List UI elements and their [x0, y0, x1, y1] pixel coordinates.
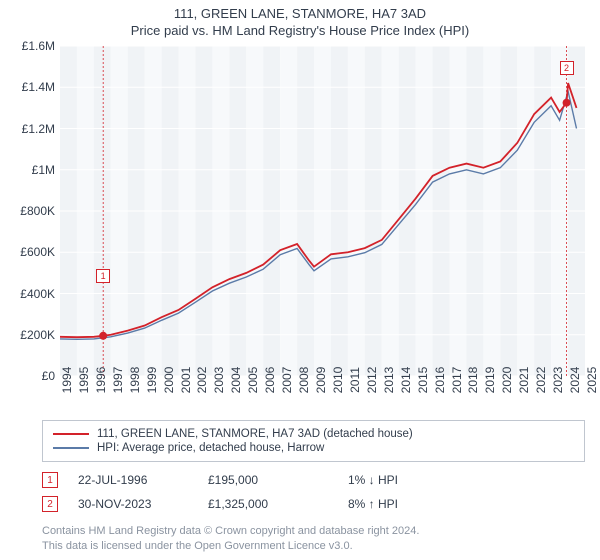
x-axis-label: 2013: [382, 367, 396, 394]
x-axis-label: 2005: [246, 367, 260, 394]
legend-label: 111, GREEN LANE, STANMORE, HA7 3AD (deta…: [97, 428, 413, 440]
table-row: 2 30-NOV-2023 £1,325,000 8% ↑ HPI: [42, 492, 585, 516]
x-axis-label: 2012: [365, 367, 379, 394]
chart-title: 111, GREEN LANE, STANMORE, HA7 3AD: [0, 0, 600, 21]
transaction-hpi-delta: 8% ↑ HPI: [348, 497, 468, 511]
legend-swatch: [53, 447, 89, 449]
x-axis-label: 2008: [297, 367, 311, 394]
x-axis-label: 2022: [534, 367, 548, 394]
x-axis-label: 2024: [568, 367, 582, 394]
x-axis-label: 1994: [60, 367, 74, 394]
x-axis-label: 2018: [466, 367, 480, 394]
x-axis-label: 2006: [263, 367, 277, 394]
y-axis-label: £1.6M: [22, 39, 55, 53]
x-axis-label: 1999: [145, 367, 159, 394]
x-axis-label: 2009: [314, 367, 328, 394]
x-axis-label: 2016: [433, 367, 447, 394]
footer-line: This data is licensed under the Open Gov…: [42, 539, 585, 554]
x-axis-label: 1996: [94, 367, 108, 394]
chart-plot-area: £0£200K£400K£600K£800K£1M£1.2M£1.4M£1.6M…: [60, 46, 585, 376]
y-axis-label: £1.4M: [22, 80, 55, 94]
legend: 111, GREEN LANE, STANMORE, HA7 3AD (deta…: [42, 420, 585, 462]
x-axis-label: 2011: [348, 367, 362, 393]
y-axis-label: £600K: [20, 245, 55, 259]
marker-badge: 1: [42, 472, 58, 488]
footer-attribution: Contains HM Land Registry data © Crown c…: [42, 524, 585, 554]
x-axis-label: 2015: [416, 367, 430, 394]
transaction-hpi-delta: 1% ↓ HPI: [348, 473, 468, 487]
x-axis-label: 2004: [229, 367, 243, 394]
x-axis-label: 2017: [450, 367, 464, 394]
x-axis-label: 1998: [128, 367, 142, 394]
footer-line: Contains HM Land Registry data © Crown c…: [42, 524, 585, 539]
x-axis-label: 2019: [483, 367, 497, 394]
x-axis-label: 1997: [111, 367, 125, 394]
y-axis-label: £1M: [32, 163, 55, 177]
chart-subtitle: Price paid vs. HM Land Registry's House …: [0, 21, 600, 46]
chart-marker-badge: 1: [96, 269, 110, 283]
transaction-table: 1 22-JUL-1996 £195,000 1% ↓ HPI 2 30-NOV…: [42, 468, 585, 516]
x-axis-label: 2025: [585, 367, 599, 394]
x-axis-label: 1995: [77, 367, 91, 394]
x-axis: 1994199519961997199819992000200120022003…: [60, 376, 585, 416]
x-axis-label: 2003: [212, 367, 226, 394]
y-axis-label: £800K: [20, 204, 55, 218]
legend-item: 111, GREEN LANE, STANMORE, HA7 3AD (deta…: [53, 427, 574, 441]
transaction-price: £195,000: [208, 473, 348, 487]
x-axis-label: 2007: [280, 367, 294, 394]
x-axis-label: 2023: [551, 367, 565, 394]
y-axis: £0£200K£400K£600K£800K£1M£1.2M£1.4M£1.6M: [5, 46, 55, 376]
x-axis-label: 2020: [500, 367, 514, 394]
chart-marker-badge: 2: [560, 61, 574, 75]
legend-item: HPI: Average price, detached house, Harr…: [53, 441, 574, 455]
y-axis-label: £400K: [20, 287, 55, 301]
y-axis-label: £1.2M: [22, 122, 55, 136]
x-axis-label: 2000: [162, 367, 176, 394]
marker-badge: 2: [42, 496, 58, 512]
x-axis-label: 2014: [399, 367, 413, 394]
chart-container: 111, GREEN LANE, STANMORE, HA7 3AD Price…: [0, 0, 600, 560]
y-axis-label: £0: [42, 369, 55, 383]
transaction-price: £1,325,000: [208, 497, 348, 511]
x-axis-label: 2010: [331, 367, 345, 394]
table-row: 1 22-JUL-1996 £195,000 1% ↓ HPI: [42, 468, 585, 492]
x-axis-label: 2001: [179, 367, 193, 394]
legend-swatch: [53, 433, 89, 435]
transaction-date: 30-NOV-2023: [58, 497, 208, 511]
transaction-date: 22-JUL-1996: [58, 473, 208, 487]
x-axis-label: 2002: [195, 367, 209, 394]
x-axis-label: 2021: [517, 367, 531, 394]
legend-label: HPI: Average price, detached house, Harr…: [97, 442, 324, 454]
chart-svg: [60, 46, 585, 376]
y-axis-label: £200K: [20, 328, 55, 342]
